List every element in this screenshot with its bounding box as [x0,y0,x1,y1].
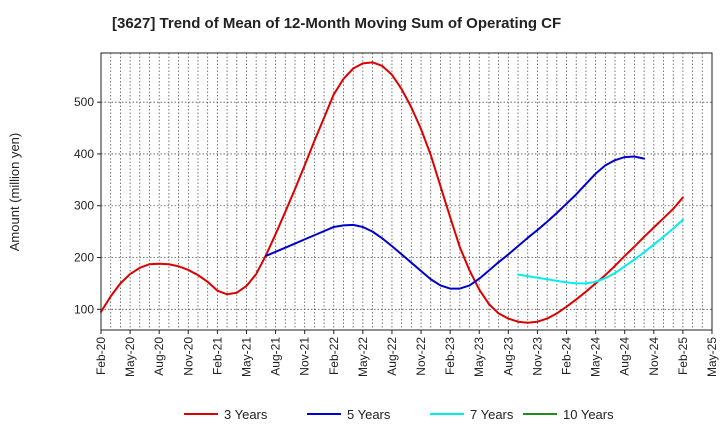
y-tick-label: 200 [74,251,94,265]
x-tick-label: Feb-23 [443,337,457,375]
x-tick-label: Aug-24 [618,337,632,376]
y-axis-label: Amount (million yen) [7,133,22,252]
x-tick-label: Aug-20 [152,337,166,376]
x-tick-label: Nov-24 [647,337,661,376]
y-tick-label: 100 [74,302,94,316]
plot-frame [100,52,713,331]
x-tick-label: Nov-20 [181,337,195,376]
series-line-7-years [517,218,684,285]
x-tick-label: Feb-22 [327,337,341,375]
x-tick-label: Nov-21 [298,337,312,376]
x-tick-label: May-23 [472,337,486,377]
x-tick-label: Nov-23 [530,337,544,376]
x-tick-label: Aug-23 [501,337,515,376]
y-axis-ticks: 100 200 300 400 500 [74,95,101,316]
y-tick-label: 500 [74,95,94,109]
series-line-5-years [264,155,646,290]
legend-label: 3 Years [224,407,268,422]
x-tick-label: May-22 [356,337,370,377]
x-tick-label: Feb-25 [676,337,690,375]
series-line-3-years [100,61,684,324]
legend: 3 Years 5 Years 7 Years 10 Years [184,407,614,422]
chart-title: [3627] Trend of Mean of 12-Month Moving … [112,15,561,32]
x-tick-label: Nov-22 [414,337,428,376]
x-tick-label: May-25 [705,337,719,377]
x-tick-label: May-20 [123,337,137,377]
y-tick-label: 300 [74,199,94,213]
y-tick-label: 400 [74,147,94,161]
x-tick-label: Aug-22 [385,337,399,376]
x-tick-label: May-21 [239,337,253,377]
grid-lines [101,53,712,330]
x-tick-label: Aug-21 [269,337,283,376]
x-axis-ticks: Feb-20 May-20 Aug-20 Nov-20 Feb-21 May-21 Aug-… [94,330,719,377]
x-tick-label: May-24 [589,337,603,377]
data-series [100,61,684,324]
x-tick-label: Feb-24 [560,337,574,375]
legend-label: 5 Years [347,407,391,422]
x-tick-label: Feb-20 [94,337,108,375]
x-tick-label: Feb-21 [210,337,224,375]
legend-label: 7 Years [470,407,514,422]
legend-label: 10 Years [563,407,614,422]
